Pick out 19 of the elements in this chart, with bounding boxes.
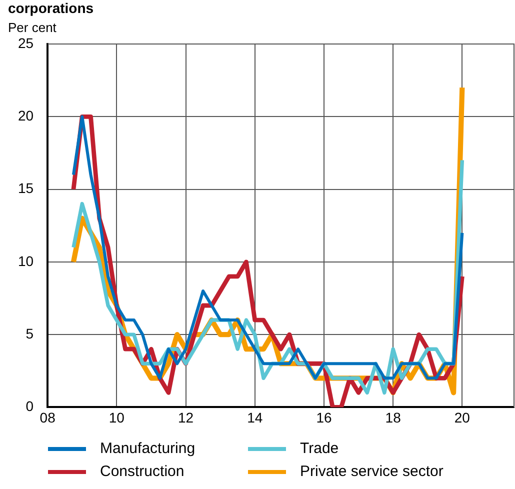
y-tick-label: 10 xyxy=(18,252,34,269)
x-tick-label: 16 xyxy=(316,409,332,426)
x-tick-label: 12 xyxy=(178,409,194,426)
chart-title: corporations xyxy=(8,0,94,16)
y-tick-label: 20 xyxy=(18,108,34,124)
x-tick-label: 10 xyxy=(108,409,125,426)
y-tick-label: 25 xyxy=(18,34,34,51)
x-tick-label: 20 xyxy=(454,409,470,426)
legend-label: Trade xyxy=(300,440,339,457)
legend-label: Private service sector xyxy=(300,463,444,480)
x-tick-label: 14 xyxy=(247,409,263,426)
y-axis-title: Per cent xyxy=(8,20,56,35)
legend-label: Construction xyxy=(100,463,184,480)
y-tick-label: 0 xyxy=(26,398,34,414)
y-tick-label: 5 xyxy=(26,325,34,342)
y-tick-label: 15 xyxy=(18,180,34,196)
x-tick-label: 18 xyxy=(385,409,402,426)
legend-label: Manufacturing xyxy=(100,440,196,457)
x-tick-label: 08 xyxy=(40,409,56,426)
